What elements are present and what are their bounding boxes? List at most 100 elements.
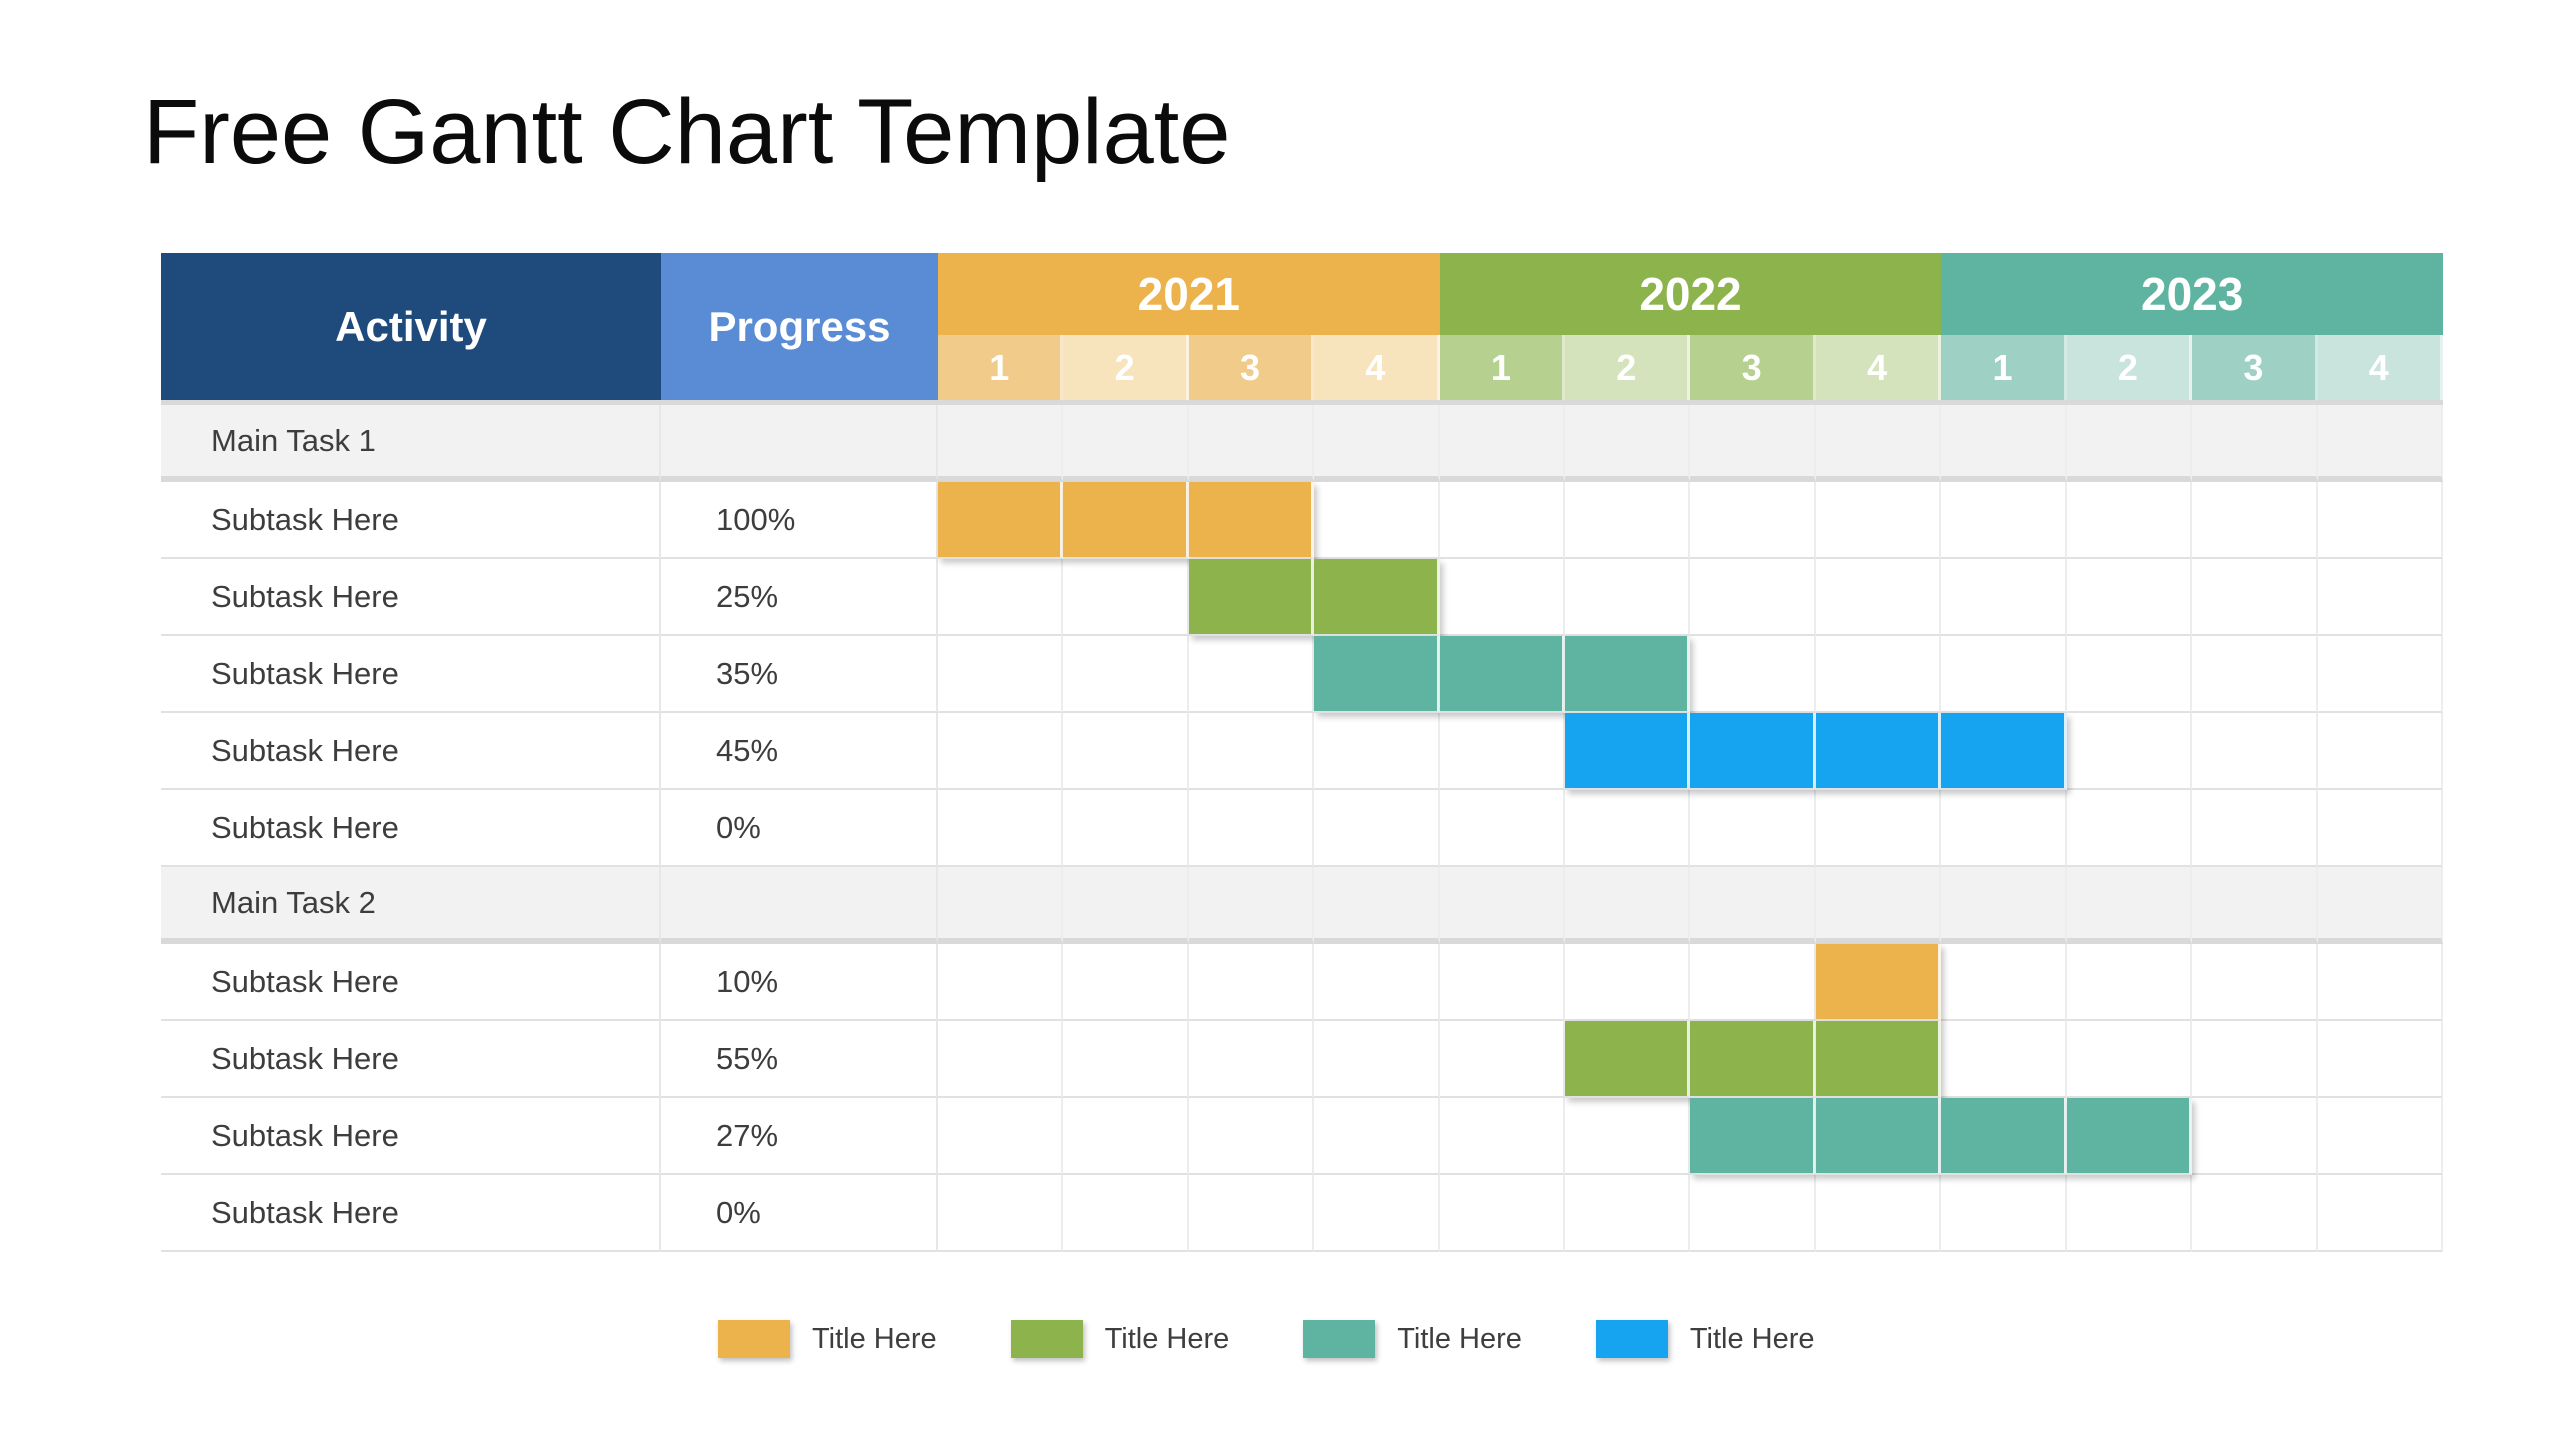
year-header-2021: 2021 [938, 253, 1440, 335]
timeline-cell [2192, 482, 2318, 559]
progress-cell: 35% [661, 636, 938, 713]
legend: Title Here Title Here Title Here Title Here [718, 1320, 1815, 1358]
gantt-table: Activity Progress 2021 1 2 3 4 2022 1 2 3 4 2023 1 2… [161, 253, 2443, 1252]
timeline-cell [1063, 1175, 1189, 1252]
timeline-cell [2317, 1098, 2443, 1175]
timeline-cell [1439, 559, 1566, 636]
timeline-cell [2066, 482, 2193, 559]
timeline-cell [1439, 1021, 1566, 1098]
timeline-cell [1314, 867, 1440, 944]
timeline-cell [1188, 790, 1315, 867]
timeline-cell [938, 1098, 1064, 1175]
timeline-cell [1565, 944, 1691, 1021]
timeline-cell [1439, 944, 1566, 1021]
timeline-cell [1314, 1021, 1440, 1098]
legend-swatch [1595, 1320, 1668, 1358]
task-bar-cell [1063, 482, 1189, 559]
quarter-header-2022-q4: 4 [1815, 335, 1942, 400]
timeline-cell [1815, 1175, 1942, 1252]
quarter-header-2021-q3: 3 [1188, 335, 1315, 400]
task-bar-cell [1941, 1098, 2067, 1175]
quarter-header-2023-q2: 2 [2066, 335, 2193, 400]
timeline-cell [2317, 1021, 2443, 1098]
quarter-header-2021-q2: 2 [1063, 335, 1189, 400]
timeline-cell [1690, 867, 1816, 944]
task-bar-cell [1314, 559, 1440, 636]
timeline-cell [2317, 867, 2443, 944]
timeline-cell [2317, 405, 2443, 482]
timeline-cell [2317, 713, 2443, 790]
timeline-cell [1690, 405, 1816, 482]
timeline-cell [1188, 944, 1315, 1021]
timeline-cell [1690, 1175, 1816, 1252]
timeline-cell [2192, 405, 2318, 482]
timeline-cell [2066, 1021, 2193, 1098]
gantt-body: Main Task 1 Subtask Here 100% Subtask Here 2… [161, 400, 2443, 1252]
task-bar-cell [1941, 713, 2067, 790]
timeline-cell [1565, 790, 1691, 867]
timeline-cell [2192, 1098, 2318, 1175]
quarter-header-2022-q2: 2 [1565, 335, 1691, 400]
timeline-cell [1188, 636, 1315, 713]
timeline-cell [1314, 790, 1440, 867]
progress-column-header: Progress [661, 253, 938, 400]
timeline-cell [1314, 405, 1440, 482]
timeline-cell [1188, 1098, 1315, 1175]
timeline-cell [1690, 482, 1816, 559]
task-bar-cell [1690, 713, 1816, 790]
timeline-cell [1063, 405, 1189, 482]
timeline-cell [2066, 790, 2193, 867]
timeline-cell [1941, 1021, 2067, 1098]
timeline-cell [1941, 944, 2067, 1021]
timeline-cell [1439, 867, 1566, 944]
task-bar-cell [1815, 1098, 1942, 1175]
timeline-cell [2192, 713, 2318, 790]
timeline-cell [1941, 790, 2067, 867]
task-bar-cell [1815, 944, 1942, 1021]
task-bar-cell [1815, 713, 1942, 790]
timeline-cell [938, 790, 1064, 867]
timeline-cell [1815, 867, 1942, 944]
legend-swatch [1010, 1320, 1083, 1358]
task-bar-cell [1690, 1021, 1816, 1098]
progress-cell: 0% [661, 1175, 938, 1252]
timeline-cell [1815, 405, 1942, 482]
timeline-cell [1063, 713, 1189, 790]
timeline-cell [938, 713, 1064, 790]
task-bar-cell [1565, 636, 1691, 713]
timeline-cell [2317, 559, 2443, 636]
timeline-cell [938, 636, 1064, 713]
progress-cell: 55% [661, 1021, 938, 1098]
timeline-cell [1314, 482, 1440, 559]
timeline-cell [1439, 790, 1566, 867]
timeline-cell [2192, 867, 2318, 944]
timeline-cell [1063, 867, 1189, 944]
timeline-cell [1063, 1021, 1189, 1098]
timeline-cell [2317, 1175, 2443, 1252]
timeline-cell [1439, 405, 1566, 482]
progress-cell: 0% [661, 790, 938, 867]
activity-cell: Subtask Here [161, 559, 661, 636]
timeline-cell [1690, 790, 1816, 867]
timeline-cell [1439, 482, 1566, 559]
timeline-cell [1565, 405, 1691, 482]
activity-cell: Subtask Here [161, 1021, 661, 1098]
timeline-cell [1063, 559, 1189, 636]
timeline-cell [1690, 944, 1816, 1021]
progress-cell [661, 867, 938, 944]
quarter-header-2022-q3: 3 [1690, 335, 1816, 400]
quarter-header-2021-q1: 1 [938, 335, 1064, 400]
timeline-cell [1815, 636, 1942, 713]
activity-cell: Subtask Here [161, 1098, 661, 1175]
timeline-cell [2192, 1175, 2318, 1252]
timeline-cell [938, 1021, 1064, 1098]
timeline-cell [1941, 867, 2067, 944]
timeline-cell [1188, 867, 1315, 944]
task-bar-cell [2066, 1098, 2193, 1175]
activity-cell: Main Task 2 [161, 867, 661, 944]
task-bar-cell [1314, 636, 1440, 713]
task-bar-cell [938, 482, 1064, 559]
timeline-cell [2066, 636, 2193, 713]
timeline-cell [938, 559, 1064, 636]
